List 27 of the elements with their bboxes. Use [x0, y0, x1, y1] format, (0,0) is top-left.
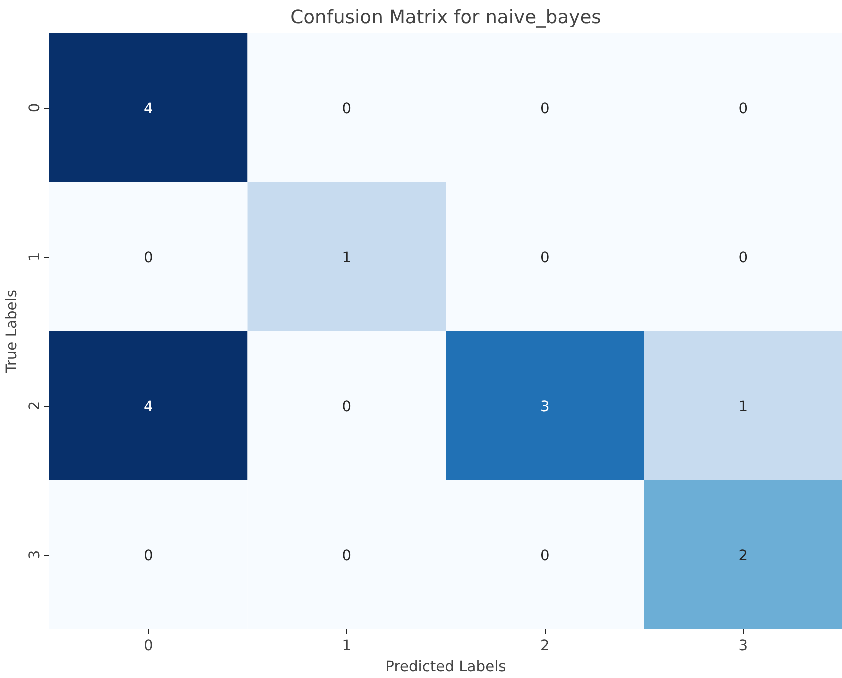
x-tick-label: 2 [540, 638, 550, 654]
y-tick-label: 0 [26, 103, 44, 113]
data-label: 2 [738, 548, 748, 564]
data-label: 3 [540, 398, 550, 416]
data-label: 0 [342, 548, 352, 564]
y-tick-label: 3 [26, 550, 44, 560]
data-label: 0 [738, 100, 748, 118]
x-tick-label: 1 [342, 638, 352, 654]
data-label: 0 [540, 250, 550, 266]
data-label: 0 [738, 250, 748, 266]
x-tick-label: 3 [738, 638, 748, 654]
data-label: 0 [342, 100, 352, 118]
data-label: 0 [540, 548, 550, 564]
data-label: 0 [342, 398, 352, 416]
data-label: 1 [738, 398, 748, 416]
data-label: 0 [144, 548, 154, 564]
data-label: 1 [342, 250, 352, 266]
data-label: 4 [144, 100, 154, 118]
x-axis-title: Predicted Labels [386, 658, 506, 676]
x-tick-label: 0 [144, 638, 154, 654]
data-label: 0 [144, 250, 154, 266]
chart-title: Confusion Matrix for naive_bayes [290, 8, 602, 28]
data-label: 4 [144, 398, 154, 416]
y-tick-label: 1 [26, 252, 44, 262]
data-label: 0 [540, 100, 550, 118]
y-axis-title: True Labels [4, 290, 20, 374]
y-tick-label: 2 [26, 401, 44, 411]
